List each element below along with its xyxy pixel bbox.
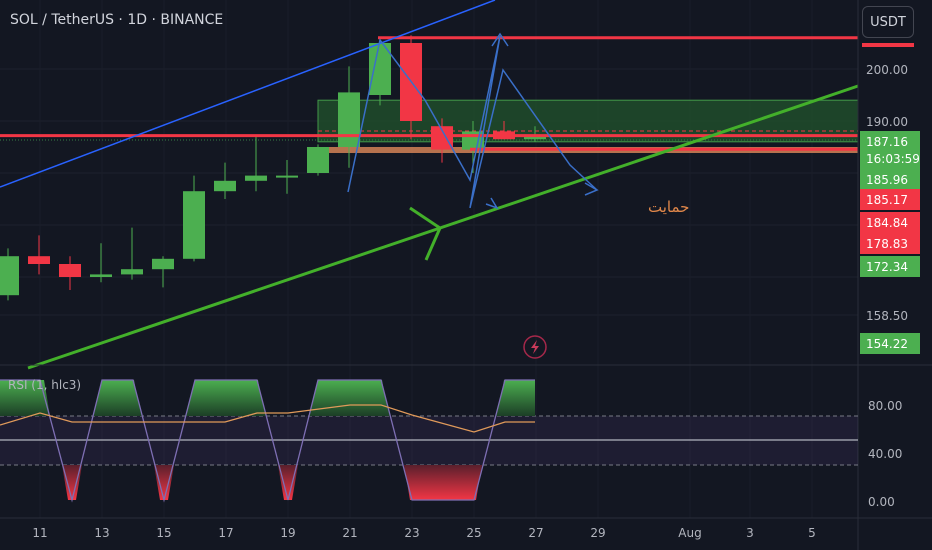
time-label: 13	[94, 526, 109, 540]
candle	[0, 248, 19, 301]
svg-text:154.22: 154.22	[866, 337, 908, 351]
ascending-trend-line	[27, 84, 859, 370]
price-badge: 178.83	[860, 233, 920, 254]
candle	[524, 126, 546, 142]
price-badge: 184.84	[860, 212, 920, 233]
arrow-head-top	[491, 32, 509, 47]
upper-channel-line	[0, 0, 496, 188]
time-label: 19	[280, 526, 295, 540]
candle	[90, 243, 112, 283]
rsi-pane	[0, 379, 858, 503]
currency-underline	[862, 43, 914, 47]
price-label: 190.00	[866, 115, 908, 129]
candle	[59, 256, 81, 290]
time-label: 23	[404, 526, 419, 540]
time-label: 29	[590, 526, 605, 540]
support-annotation: حمایت	[648, 198, 689, 216]
arrow-head-bottom	[584, 182, 599, 196]
svg-text:172.34: 172.34	[866, 260, 908, 274]
projection-path	[347, 35, 598, 209]
svg-text:184.84: 184.84	[866, 216, 908, 230]
price-badge: 172.34	[860, 256, 920, 277]
time-label: 15	[156, 526, 171, 540]
time-label: 11	[32, 526, 47, 540]
time-label: 27	[528, 526, 543, 540]
price-badge: 187.16 16:03:59	[860, 131, 920, 169]
rsi-ma-line	[0, 404, 535, 433]
candle	[121, 227, 143, 280]
svg-text:178.83: 178.83	[866, 237, 908, 251]
candle	[183, 175, 205, 262]
time-label: 3	[746, 526, 754, 540]
rsi-axis-label: 0.00	[868, 495, 895, 509]
candle	[307, 144, 329, 176]
time-label: 21	[342, 526, 357, 540]
arrow-head-mid	[485, 197, 499, 210]
candle	[245, 136, 267, 192]
svg-text:16:03:59: 16:03:59	[866, 152, 920, 166]
candle	[431, 118, 453, 163]
rsi-axis-label: 40.00	[868, 447, 902, 461]
candle	[276, 160, 298, 194]
price-label: 200.00	[866, 63, 908, 77]
candle	[214, 162, 236, 199]
symbol-title[interactable]: SOL / TetherUS · 1D · BINANCE	[10, 12, 224, 28]
price-label: 158.50	[866, 309, 908, 323]
svg-text:185.96: 185.96	[866, 173, 908, 187]
rsi-axis-label: 80.00	[868, 399, 902, 413]
time-axis[interactable]: 11 13 15 17 19 21 23 25 27 29 Aug 3 5	[32, 526, 815, 540]
rsi-title[interactable]: RSI (1, hlc3)	[8, 378, 82, 392]
candle	[152, 256, 174, 288]
time-label: Aug	[678, 526, 701, 540]
currency-button[interactable]: USDT	[862, 6, 914, 38]
price-badge: 185.17	[860, 189, 920, 210]
price-badge: 154.22	[860, 333, 920, 354]
lightning-icon[interactable]	[523, 335, 547, 359]
candle	[338, 66, 360, 168]
candle	[28, 235, 50, 275]
price-badge: 185.96	[860, 169, 920, 190]
rsi-line	[0, 379, 535, 503]
svg-text:187.16: 187.16	[866, 135, 908, 149]
time-label: 25	[466, 526, 481, 540]
time-label: 17	[218, 526, 233, 540]
svg-text:185.17: 185.17	[866, 193, 908, 207]
price-grid	[0, 68, 858, 316]
arrow-drawing-left	[409, 206, 442, 261]
rsi-axis: 80.00 40.00 0.00	[868, 399, 902, 509]
price-axis[interactable]: 200.00 190.00 158.50 187.16 16:03:59 185.96 18…	[860, 43, 920, 354]
candle	[369, 37, 391, 106]
time-label: 5	[808, 526, 816, 540]
